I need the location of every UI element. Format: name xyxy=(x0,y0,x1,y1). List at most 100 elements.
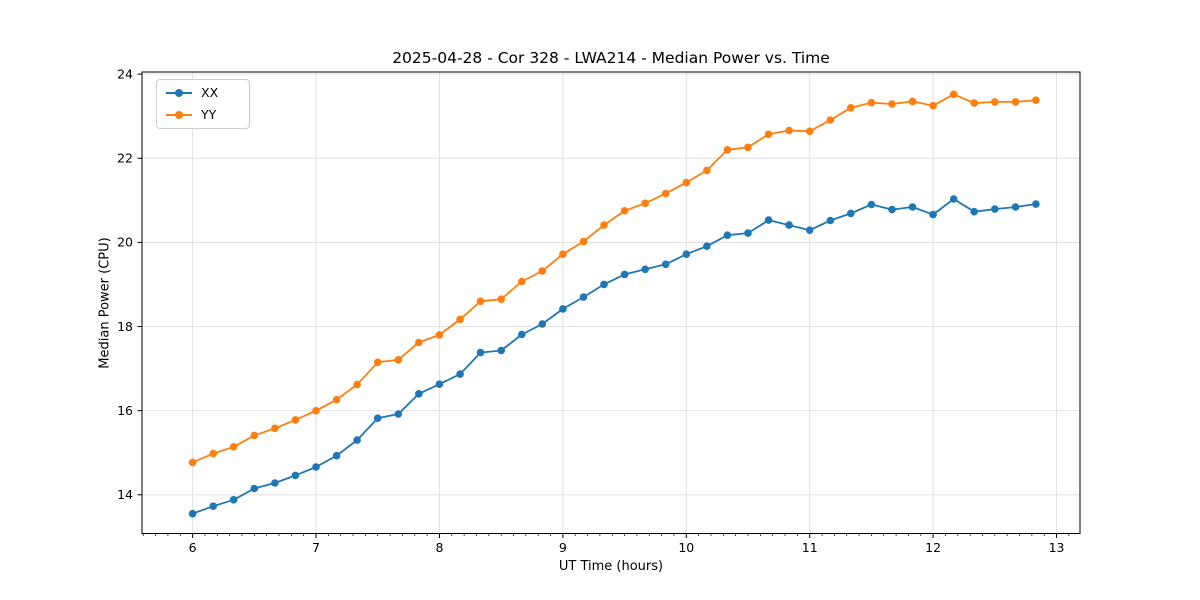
data-point-xx xyxy=(867,200,876,209)
data-point-xx xyxy=(703,242,711,250)
data-point-yy xyxy=(744,143,752,152)
data-point-yy xyxy=(1032,96,1040,104)
data-point-xx xyxy=(579,293,588,301)
data-point-xx xyxy=(723,231,732,239)
data-point-xx xyxy=(394,410,403,418)
legend-marker-yy xyxy=(166,110,192,120)
data-point-xx xyxy=(764,216,773,224)
data-point-yy xyxy=(271,424,279,433)
y-tick-label: 22 xyxy=(117,151,133,166)
data-point-yy xyxy=(373,358,382,367)
data-point-xx xyxy=(476,348,485,357)
x-axis-label: UT Time (hours) xyxy=(558,559,664,574)
data-point-xx xyxy=(949,195,958,203)
x-tick-label: 7 xyxy=(312,540,320,555)
data-point-yy xyxy=(415,338,423,347)
x-tick-label: 6 xyxy=(189,540,197,555)
data-point-yy xyxy=(435,331,444,339)
data-point-xx xyxy=(435,380,444,389)
data-point-xx xyxy=(209,502,217,511)
data-point-xx xyxy=(291,471,300,480)
data-point-yy xyxy=(970,99,978,107)
data-point-yy xyxy=(579,237,588,246)
data-point-xx xyxy=(1011,203,1020,211)
data-point-xx xyxy=(744,229,752,237)
data-point-xx xyxy=(785,221,793,229)
data-point-xx xyxy=(888,205,896,214)
legend-label-xx: XX xyxy=(201,85,219,100)
y-tick-label: 20 xyxy=(117,235,133,250)
data-point-xx xyxy=(229,496,238,504)
data-point-xx xyxy=(970,207,978,216)
legend-item-xx: XX xyxy=(166,85,240,101)
data-point-xx xyxy=(188,509,197,518)
data-point-yy xyxy=(949,90,958,99)
data-point-yy xyxy=(908,97,917,106)
plot-frame xyxy=(141,71,1081,534)
data-point-yy xyxy=(785,126,793,135)
data-point-yy xyxy=(991,98,999,106)
data-point-yy xyxy=(291,416,300,424)
data-point-xx xyxy=(641,265,649,274)
data-point-yy xyxy=(888,100,896,108)
data-point-xx xyxy=(312,463,320,471)
data-point-xx xyxy=(991,205,999,213)
y-tick-label: 18 xyxy=(117,319,133,334)
y-axis-label: Median Power (CPU) xyxy=(97,237,113,369)
data-point-yy xyxy=(394,356,403,364)
data-point-xx xyxy=(908,203,917,211)
data-point-yy xyxy=(723,146,732,154)
legend-marker-xx xyxy=(166,88,192,98)
data-point-xx xyxy=(518,330,526,339)
legend-item-yy: YY xyxy=(166,107,240,123)
data-point-yy xyxy=(518,277,526,286)
data-point-yy xyxy=(703,166,711,175)
data-point-yy xyxy=(826,116,835,124)
data-point-yy xyxy=(188,458,197,467)
data-point-yy xyxy=(559,250,567,258)
data-point-yy xyxy=(476,297,485,306)
data-point-xx xyxy=(620,270,629,279)
data-point-xx xyxy=(600,280,608,289)
legend-label-yy: YY xyxy=(201,107,217,122)
data-point-yy xyxy=(620,207,629,215)
data-point-yy xyxy=(250,431,259,440)
data-point-yy xyxy=(867,98,876,107)
data-point-yy xyxy=(1011,98,1020,106)
data-point-yy xyxy=(209,449,217,458)
data-point-xx xyxy=(353,436,361,444)
data-point-xx xyxy=(332,451,341,460)
data-point-xx xyxy=(929,210,937,219)
data-point-xx xyxy=(559,305,567,313)
series-line-yy xyxy=(192,93,1036,464)
data-point-yy xyxy=(353,380,361,389)
x-tick-label: 12 xyxy=(925,540,941,555)
data-point-yy xyxy=(764,130,773,139)
x-tick-label: 9 xyxy=(559,540,567,555)
data-point-xx xyxy=(805,226,814,234)
data-point-yy xyxy=(312,406,320,415)
data-point-xx xyxy=(682,250,691,258)
chart-title: 2025-04-28 - Cor 328 - LWA214 - Median P… xyxy=(392,49,830,67)
data-point-xx xyxy=(847,209,855,218)
data-point-xx xyxy=(373,414,382,423)
data-point-xx xyxy=(661,260,670,269)
data-point-yy xyxy=(600,221,608,229)
data-point-xx xyxy=(1032,200,1040,208)
data-point-yy xyxy=(538,267,547,275)
data-point-xx xyxy=(456,370,464,378)
y-tick-label: 14 xyxy=(117,487,133,502)
data-point-xx xyxy=(826,216,835,225)
data-point-xx xyxy=(250,484,259,493)
data-point-yy xyxy=(805,127,814,136)
data-point-yy xyxy=(497,295,506,304)
data-point-yy xyxy=(661,189,670,198)
y-tick-label: 16 xyxy=(117,403,133,418)
legend: XX YY xyxy=(156,79,250,129)
data-point-yy xyxy=(929,101,937,110)
data-point-xx xyxy=(538,320,547,328)
data-point-xx xyxy=(497,346,506,355)
y-tick-label: 24 xyxy=(117,66,133,81)
x-tick-label: 8 xyxy=(435,540,443,555)
